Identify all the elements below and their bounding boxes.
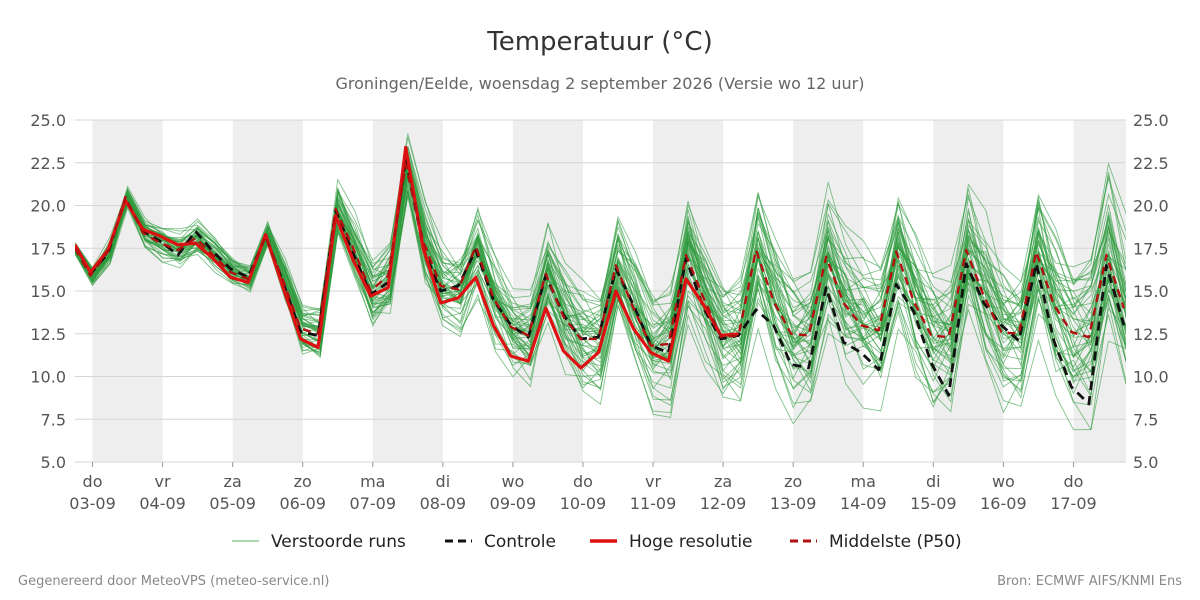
high-resolution-line xyxy=(75,145,739,370)
x-tick-day: wo xyxy=(992,472,1015,491)
legend-label: Controle xyxy=(484,532,556,552)
y-tick-label-left: 12.5 xyxy=(30,325,66,344)
ensemble-member-line xyxy=(75,174,1126,413)
median-p50-line xyxy=(75,163,1126,347)
y-tick-label-left: 7.5 xyxy=(41,410,66,429)
y-tick-label-right: 25.0 xyxy=(1133,111,1169,130)
y-tick-label-right: 10.0 xyxy=(1133,368,1169,387)
x-tick-date: 03-09 xyxy=(69,494,116,513)
x-tick-day: ma xyxy=(851,472,876,491)
x-tick-day: di xyxy=(436,472,451,491)
y-tick-label-right: 5.0 xyxy=(1133,453,1158,472)
y-axis-left: 5.0 7.5 10.0 12.5 15.0 17.5 20.0 22.5 25.0 xyxy=(30,111,66,472)
y-tick-label-right: 22.5 xyxy=(1133,154,1169,173)
footer-generated: Gegenereerd door MeteoVPS (meteo-service… xyxy=(18,574,329,589)
x-tick-day: do xyxy=(573,472,593,491)
y-tick-label-left: 5.0 xyxy=(41,453,66,472)
x-tick-date: 09-09 xyxy=(490,494,537,513)
x-tick-day: di xyxy=(926,472,941,491)
y-tick-label-left: 17.5 xyxy=(30,239,66,258)
x-tick-date: 04-09 xyxy=(139,494,186,513)
main-series xyxy=(75,145,1126,406)
y-tick-label-right: 20.0 xyxy=(1133,197,1169,216)
x-tick-date: 16-09 xyxy=(980,494,1027,513)
x-tick-date: 17-09 xyxy=(1050,494,1097,513)
x-tick-day: vr xyxy=(155,472,171,491)
y-tick-label-right: 17.5 xyxy=(1133,239,1169,258)
x-tick-day: vr xyxy=(645,472,661,491)
x-tick-day: zo xyxy=(784,472,802,491)
x-tick-day: za xyxy=(224,472,242,491)
legend-label: Hoge resolutie xyxy=(629,532,753,552)
legend-label: Middelste (P50) xyxy=(829,532,962,552)
x-tick-day: do xyxy=(83,472,103,491)
ensemble-member-line xyxy=(75,191,1126,414)
chart-title: Temperatuur (°C) xyxy=(486,27,712,57)
x-tick-date: 07-09 xyxy=(350,494,397,513)
y-tick-label-left: 15.0 xyxy=(30,282,66,301)
y-tick-label-right: 15.0 xyxy=(1133,282,1169,301)
x-tick-day: do xyxy=(1063,472,1083,491)
x-tick-day: ma xyxy=(360,472,385,491)
y-tick-label-left: 25.0 xyxy=(30,111,66,130)
x-tick-date: 14-09 xyxy=(840,494,887,513)
y-tick-label-left: 20.0 xyxy=(30,197,66,216)
x-tick-date: 13-09 xyxy=(770,494,817,513)
x-tick-date: 06-09 xyxy=(279,494,326,513)
x-tick-date: 12-09 xyxy=(700,494,747,513)
legend: Verstoorde runs Controle Hoge resolutie Mid… xyxy=(232,532,962,552)
ensemble-member-line xyxy=(75,162,1126,389)
y-tick-label-right: 12.5 xyxy=(1133,325,1169,344)
footer-source: Bron: ECMWF AIFS/KNMI Ens xyxy=(997,574,1182,589)
legend-label: Verstoorde runs xyxy=(271,532,406,552)
x-tick-date: 05-09 xyxy=(209,494,256,513)
y-tick-label-right: 7.5 xyxy=(1133,410,1158,429)
ensemble-member-line xyxy=(75,155,1126,326)
x-tick-day: za xyxy=(714,472,732,491)
y-tick-label-left: 22.5 xyxy=(30,154,66,173)
x-tick-date: 11-09 xyxy=(630,494,677,513)
y-tick-label-left: 10.0 xyxy=(30,368,66,387)
x-tick-date: 08-09 xyxy=(420,494,467,513)
x-axis: do 03-09 vr 04-09 za 05-09 zo 06-09 ma 07-09 di 08-… xyxy=(69,462,1097,513)
x-tick-date: 10-09 xyxy=(560,494,607,513)
control-line xyxy=(75,156,1126,406)
x-tick-day: zo xyxy=(294,472,312,491)
x-tick-day: wo xyxy=(501,472,524,491)
chart-subtitle: Groningen/Eelde, woensdag 2 september 20… xyxy=(336,74,865,93)
x-tick-date: 15-09 xyxy=(910,494,957,513)
y-axis-right: 5.0 7.5 10.0 12.5 15.0 17.5 20.0 22.5 25.0 xyxy=(1133,111,1169,472)
